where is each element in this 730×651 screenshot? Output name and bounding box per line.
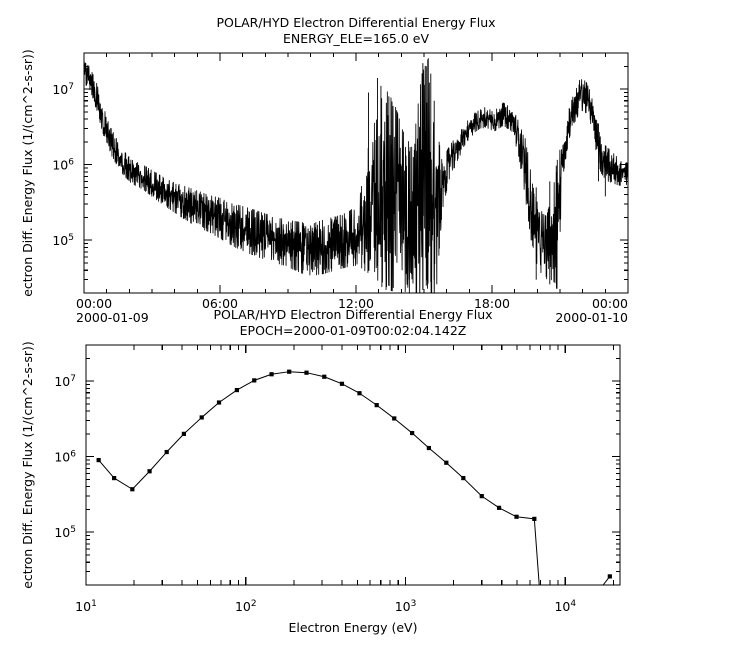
x-tick-label: 103: [395, 599, 417, 614]
data-point-marker: [199, 415, 204, 420]
top-x-axis-ticks: [83, 53, 629, 293]
top-plot-panel: POLAR/HYD Electron Differential Energy F…: [20, 15, 629, 325]
time-series-chart: POLAR/HYD Electron Differential Energy F…: [20, 15, 629, 325]
x-tick-label: 104: [554, 599, 576, 614]
data-point-marker: [322, 374, 327, 379]
energy-spectrum-chart: POLAR/HYD Electron Differential Energy F…: [20, 307, 621, 635]
top-title-line2: ENERGY_ELE=165.0 eV: [283, 31, 429, 46]
data-point-marker: [181, 431, 186, 436]
spectrum-trace-group: [96, 369, 612, 585]
bottom-plot-frame: [85, 344, 621, 586]
data-point-marker: [287, 369, 292, 374]
top-title-line1: POLAR/HYD Electron Differential Energy F…: [216, 15, 495, 30]
y-tick-label: 107: [52, 82, 74, 97]
data-point-marker: [496, 505, 502, 510]
spectrum-curve: [98, 371, 540, 585]
top-y-axis-label: ectron Diff. Energy Flux (1/(cm^2-s-sr)): [20, 49, 35, 297]
y-tick-label: 106: [52, 158, 74, 173]
data-point-marker: [374, 403, 379, 408]
data-point-marker: [532, 516, 537, 521]
x-tick-time: 06:00: [202, 296, 238, 311]
y-tick-label: 106: [54, 450, 76, 465]
data-point-marker: [130, 487, 135, 492]
y-tick-label: 105: [54, 525, 76, 540]
data-point-marker: [147, 469, 152, 474]
data-point-marker: [252, 378, 257, 383]
bottom-plot-panel: POLAR/HYD Electron Differential Energy F…: [0, 300, 730, 651]
data-point-marker: [392, 416, 397, 421]
bottom-y-axis-ticks: [86, 344, 620, 586]
data-point-marker: [112, 475, 117, 481]
x-tick-time: 00:00: [592, 296, 628, 311]
x-tick-time: 12:00: [338, 296, 374, 311]
data-point-marker: [607, 574, 612, 579]
top-y-axis-ticks: [84, 52, 628, 294]
data-point-marker: [216, 400, 222, 405]
x-tick-time: 00:00: [76, 296, 112, 311]
time-series-trace-group: [84, 58, 628, 293]
data-point-marker: [304, 370, 309, 375]
x-tick-date: 2000-01-09: [76, 310, 149, 325]
data-point-marker: [426, 445, 431, 451]
bottom-y-axis-label: ectron Diff. Energy Flux (1/(cm^2-s-sr)): [20, 341, 35, 589]
data-point-marker: [164, 449, 169, 455]
data-point-marker: [514, 514, 519, 519]
x-tick-label: 102: [235, 599, 257, 614]
y-tick-label: 105: [52, 233, 74, 248]
bottom-title-line1: POLAR/HYD Electron Differential Energy F…: [213, 307, 492, 322]
y-tick-label: 107: [54, 374, 76, 389]
bottom-x-axis-ticks: [85, 345, 614, 585]
bottom-x-axis-label: Electron Energy (eV): [289, 620, 418, 635]
data-point-marker: [357, 391, 362, 396]
x-tick-date: 2000-01-10: [555, 310, 628, 325]
data-point-marker: [461, 475, 466, 481]
bottom-title-line2: EPOCH=2000-01-09T00:02:04.142Z: [240, 323, 467, 338]
data-point-marker: [479, 494, 484, 499]
x-tick-time: 18:00: [474, 296, 510, 311]
data-point-marker: [234, 387, 239, 393]
data-point-marker: [410, 430, 415, 436]
data-point-marker: [269, 372, 274, 377]
data-point-marker: [444, 460, 449, 465]
time-series-trace: [84, 58, 628, 293]
data-point-marker: [96, 457, 101, 463]
x-tick-label: 101: [75, 599, 97, 614]
spectrum-markers: [96, 369, 612, 579]
data-point-marker: [339, 381, 345, 386]
